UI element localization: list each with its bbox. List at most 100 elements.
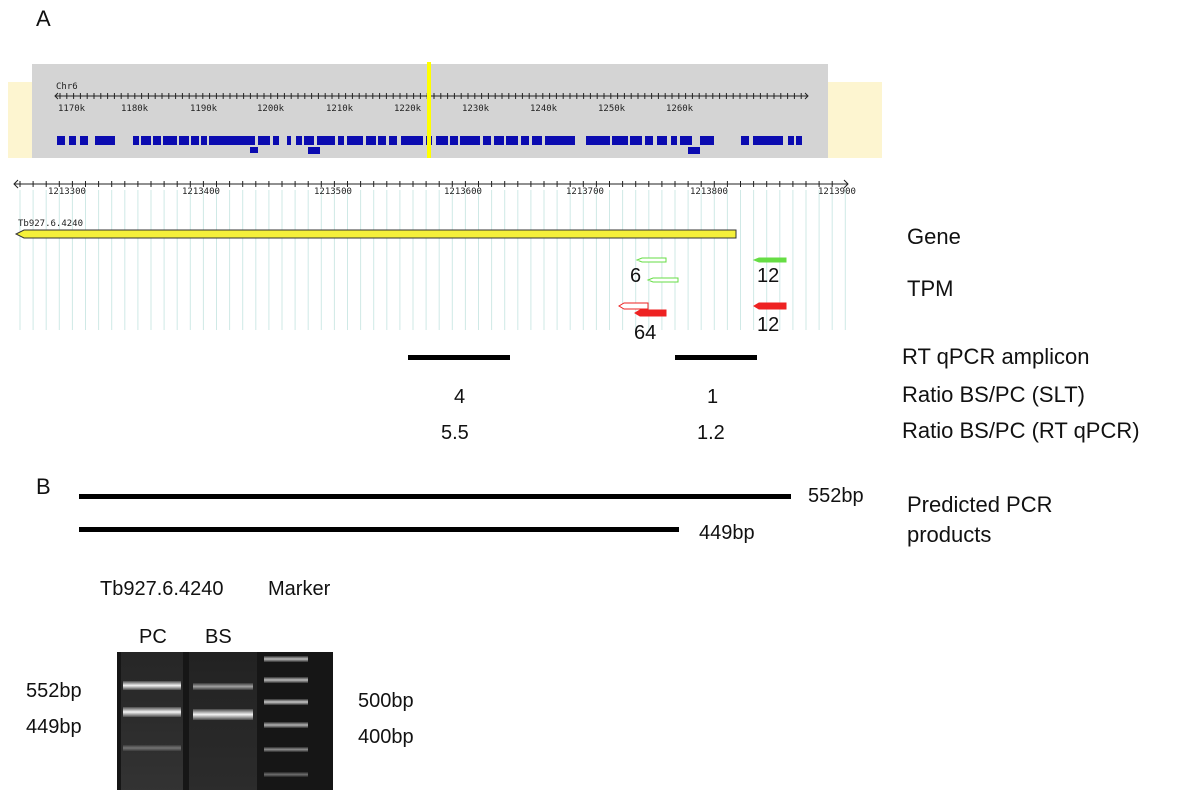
panel-a-label: A [36, 6, 51, 31]
ratio-slt-label: Ratio BS/PC (SLT) [902, 382, 1085, 407]
gene-block [338, 136, 344, 145]
gene-block [680, 136, 692, 145]
gene-block [378, 136, 386, 145]
gene-block [532, 136, 542, 145]
dt-tick-2: 1213400 [182, 187, 220, 197]
gene-block [708, 136, 714, 145]
gel-marker-title: Marker [268, 578, 331, 600]
gel-svg [117, 652, 333, 790]
gene-block [586, 136, 610, 145]
ov-tick-1: 1170k [58, 104, 86, 114]
tpm-green-arrow-right [752, 257, 787, 263]
gene-block [630, 136, 642, 145]
chromosome-overview: Chr6 1170k 1180k 1190k 1200k 1210k 1220k… [0, 62, 900, 172]
detail-gridlines [19, 190, 846, 330]
gene-id-label: Tb927.6.4240 [18, 219, 84, 229]
band-pc-552 [123, 681, 181, 690]
gene-block [80, 136, 88, 145]
gene-block [436, 136, 448, 145]
amplicon-bar-left [408, 355, 510, 360]
gene-block [317, 136, 335, 145]
gene-block [296, 136, 302, 145]
ov-tick-2: 1180k [121, 104, 149, 114]
gene-block [153, 136, 161, 145]
detail-track: 1213300 1213400 1213500 1213600 1213700 … [0, 170, 880, 340]
gene-block [133, 136, 139, 145]
gene-block [287, 136, 291, 145]
band-bs-449 [193, 709, 253, 720]
detail-svg [13, 179, 849, 330]
gene-block [179, 136, 189, 145]
dt-tick-4: 1213600 [444, 187, 482, 197]
marker-band-2 [264, 677, 308, 683]
gene-block [141, 136, 151, 145]
gene-block [645, 136, 653, 145]
gene-block [506, 136, 518, 145]
marker-band-1 [264, 656, 308, 662]
dt-tick-1: 1213300 [48, 187, 86, 197]
tpm-label: TPM [907, 276, 954, 301]
gene-block [521, 136, 529, 145]
tpm-red-right-value: 12 [757, 314, 780, 336]
gene-block [401, 136, 423, 145]
tpm-red-arrow-left-1 [618, 302, 649, 310]
gene-block [796, 136, 802, 145]
gel-lane-pc: PC [139, 626, 167, 648]
ov-tick-4: 1200k [257, 104, 285, 114]
pcr-label-line2: products [907, 522, 992, 547]
pcr-product-449-label: 449bp [699, 522, 755, 544]
dt-tick-5: 1213700 [566, 187, 604, 197]
gene-block [753, 136, 783, 145]
ov-tick-8: 1240k [530, 104, 558, 114]
gene-block [250, 147, 258, 153]
ov-tick-7: 1230k [462, 104, 490, 114]
marker-band-5 [264, 747, 308, 752]
gene-block [788, 136, 794, 145]
gene-block [201, 136, 207, 145]
gene-label: Gene [907, 224, 961, 249]
gene-block [450, 136, 458, 145]
gel-right-400: 400bp [358, 726, 414, 748]
overview-highlight [427, 62, 431, 158]
tpm-red-arrow-right [753, 302, 787, 310]
detail-ticks [19, 181, 833, 187]
gene-block [483, 136, 491, 145]
gene-block [258, 136, 270, 145]
gene-block [389, 136, 397, 145]
gene-block [209, 136, 255, 145]
ratio-qpcr-label: Ratio BS/PC (RT qPCR) [902, 418, 1140, 443]
ratio-qpcr-left: 5.5 [441, 422, 469, 444]
tpm-green-right-value: 12 [757, 265, 780, 287]
gel-sample-title: Tb927.6.4240 [100, 578, 224, 600]
tpm-green-left-value: 6 [630, 265, 642, 287]
gene-arrow [14, 229, 737, 239]
tpm-red-arrow-left-2 [634, 309, 667, 317]
pcr-product-449-bar [79, 527, 679, 532]
amplicon-bar-right [675, 355, 757, 360]
gel-image [117, 652, 333, 790]
gel-left-552: 552bp [26, 680, 82, 702]
amplicon-label: RT qPCR amplicon [902, 344, 1090, 369]
gene-block [366, 136, 376, 145]
ov-tick-6: 1220k [394, 104, 422, 114]
tpm-green-arrow-left-1 [635, 257, 667, 263]
overview-svg [8, 62, 882, 158]
gene-block [273, 136, 279, 145]
gene-block [671, 136, 677, 145]
gel-left-449: 449bp [26, 716, 82, 738]
tpm-green-arrow-left-2 [646, 277, 679, 283]
dt-tick-6: 1213800 [690, 187, 728, 197]
pcr-product-552-label: 552bp [808, 485, 864, 507]
ov-tick-3: 1190k [190, 104, 218, 114]
gene-block [163, 136, 177, 145]
marker-band-6 [264, 772, 308, 777]
gene-block [460, 136, 480, 145]
band-pc-449 [123, 707, 181, 717]
chrom-label: Chr6 [56, 82, 78, 92]
gene-block [69, 136, 76, 145]
gel-right-500: 500bp [358, 690, 414, 712]
ratio-qpcr-right: 1.2 [697, 422, 725, 444]
gel-lane-bs: BS [205, 626, 232, 648]
overview-blocks [57, 136, 802, 154]
dt-tick-7: 1213900 [818, 187, 856, 197]
